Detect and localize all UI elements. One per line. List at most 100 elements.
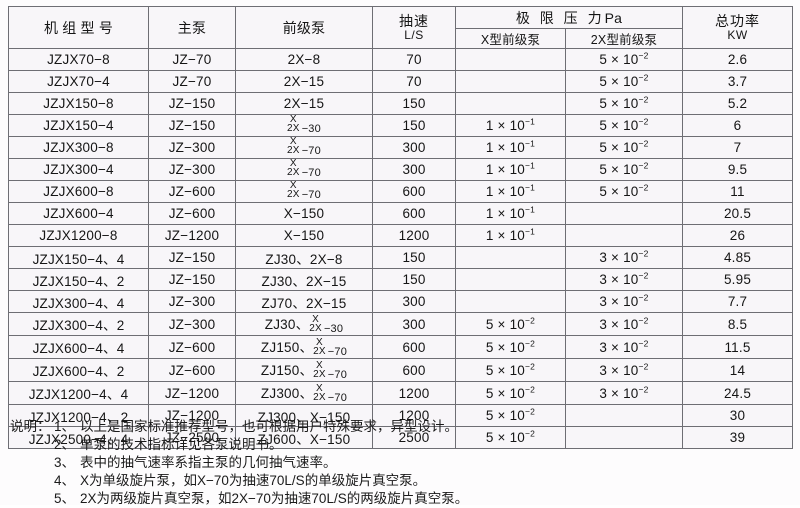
notes-section: 说明： 1、 以上是国家标准推荐型号，也可根据用户特殊要求，异型设计。 2、 单泵的技术…: [10, 418, 790, 508]
specification-table: 机 组 型 号 主泵 前级泵 抽速 L/S 极 限 压 力Pa 总功率 KW: [8, 6, 794, 449]
table-row: JZJX2500−4、4 JZ−2500 ZJ600、X−150 2500 5 × 10…: [8, 426, 794, 449]
table-row: JZJX300−8 JZ−300 X 2X −70 300 1 × 10−1 5 × 10−2…: [8, 136, 794, 159]
cell-pressure-2x-type: 3 × 10−2: [564, 358, 684, 382]
table-row: JZJX1200−4、4 JZ−1200 ZJ300、 X 2X −70 1200 5 × 1…: [8, 381, 794, 405]
header-pumping-speed: 抽速 L/S: [372, 6, 456, 49]
cell-total-power: 5.2: [682, 92, 794, 115]
header-total-power-unit: KW: [727, 27, 748, 42]
cell-pressure-2x-type: 3 × 10−2: [564, 335, 684, 359]
header-row-primary: 机 组 型 号 主泵 前级泵 抽速 L/S 极 限 压 力Pa 总功率 KW: [8, 6, 794, 49]
cell-pressure-x-type: 5 × 10−2: [455, 426, 566, 449]
cell-pressure-x-type: [455, 70, 566, 93]
cell-backing-pump: ZJ600、X−150: [235, 426, 373, 449]
cell-main-pump: JZ−300: [148, 136, 236, 159]
cell-main-pump: JZ−600: [148, 358, 236, 382]
notes-lead-label: 说明：: [10, 419, 51, 434]
cell-pressure-x-type: 5 × 10−2: [455, 358, 566, 382]
cell-pressure-2x-type: 3 × 10−2: [564, 312, 684, 336]
cell-pressure-2x-type: 5 × 10−2: [564, 136, 684, 159]
backing-pump-fraction: X 2X: [313, 383, 326, 404]
note-number: 3、: [54, 455, 76, 470]
cell-pressure-x-type: [455, 290, 566, 313]
cell-pressure-x-type: 5 × 10−2: [455, 335, 566, 359]
cell-pumping-speed: 300: [372, 312, 456, 336]
table-row: JZJX70−8 JZ−70 2X−8 70 5 × 10−2 2.6: [8, 48, 794, 71]
cell-backing-pump: ZJ300、 X 2X −70: [235, 381, 373, 405]
table-row: JZJX70−4 JZ−70 2X−15 70 5 × 10−2 3.7: [8, 70, 794, 93]
cell-backing-pump: ZJ30、2X−15: [235, 268, 373, 291]
cell-total-power: 2.6: [682, 48, 794, 71]
cell-pumping-speed: 70: [372, 48, 456, 71]
cell-backing-pump: ZJ150、 X 2X −70: [235, 358, 373, 382]
header-ultimate-pressure-unit: Pa: [604, 9, 623, 26]
cell-pressure-x-type: 1 × 10−1: [455, 158, 566, 181]
cell-model: JZJX150−8: [8, 92, 149, 115]
cell-pumping-speed: 1200: [372, 224, 456, 247]
note-item: 5、 2X为两级旋片真空泵，如2X−70为抽速70L/S的两级旋片真空泵。: [10, 490, 790, 508]
table-row: JZJX150−4、2 JZ−150 ZJ30、2X−15 150 3 × 10−2 5.…: [8, 268, 794, 291]
cell-total-power: 4.85: [682, 246, 794, 269]
cell-backing-pump: X 2X −70: [235, 158, 373, 181]
cell-pumping-speed: 150: [372, 114, 456, 137]
cell-pressure-x-type: [455, 48, 566, 71]
note-number: 4、: [54, 473, 76, 488]
cell-model: JZJX150−4、2: [8, 268, 149, 291]
cell-main-pump: JZ−1200: [148, 381, 236, 405]
cell-model: JZJX1200−4、4: [8, 381, 149, 405]
cell-pressure-2x-type: [564, 404, 684, 427]
cell-model: JZJX70−4: [8, 70, 149, 93]
backing-pump-fraction: X 2X: [313, 360, 326, 381]
cell-pumping-speed: 300: [372, 136, 456, 159]
cell-backing-pump: ZJ150、 X 2X −70: [235, 335, 373, 359]
cell-pressure-2x-type: 5 × 10−2: [564, 92, 684, 115]
table-row: JZJX600−4 JZ−600 X−150 600 1 × 10−1 20.5: [8, 202, 794, 225]
cell-backing-pump: 2X−15: [235, 92, 373, 115]
cell-total-power: 11.5: [682, 335, 794, 359]
cell-pressure-2x-type: [564, 426, 684, 449]
note-text: 表中的抽气速率系指主泵的几何抽气速率。: [80, 455, 337, 470]
cell-model: JZJX300−4、4: [8, 290, 149, 313]
cell-main-pump: JZ−2500: [148, 426, 236, 449]
cell-total-power: 9.5: [682, 158, 794, 181]
cell-pumping-speed: 600: [372, 358, 456, 382]
header-total-power-label: 总功率: [715, 12, 761, 29]
note-item: 说明： 1、 以上是国家标准推荐型号，也可根据用户特殊要求，异型设计。: [10, 418, 790, 436]
cell-model: JZJX600−4: [8, 202, 149, 225]
specification-table-container: 机 组 型 号 主泵 前级泵 抽速 L/S 极 限 压 力Pa 总功率 KW: [8, 6, 794, 449]
header-ultimate-pressure-group: 极 限 压 力Pa: [454, 6, 684, 29]
cell-main-pump: JZ−300: [148, 158, 236, 181]
cell-pumping-speed: 150: [372, 246, 456, 269]
cell-pumping-speed: 150: [372, 92, 456, 115]
cell-model: JZJX300−4: [8, 158, 149, 181]
backing-pump-fraction: X 2X: [287, 180, 300, 201]
header-main-pump: 主泵: [148, 6, 236, 49]
cell-pressure-2x-type: [564, 202, 684, 225]
backing-pump-fraction: X 2X: [313, 337, 326, 358]
cell-pressure-x-type: 5 × 10−2: [455, 312, 566, 336]
cell-backing-pump: ZJ300、X−150: [235, 404, 373, 427]
cell-pumping-speed: 600: [372, 180, 456, 203]
table-row: JZJX150−4 JZ−150 X 2X −30 150 1 × 10−1 5 × 10−2…: [8, 114, 794, 137]
note-text: 以上是国家标准推荐型号，也可根据用户特殊要求，异型设计。: [80, 419, 458, 434]
cell-total-power: 7.7: [682, 290, 794, 313]
note-text: X为单级旋片泵，如X−70为抽速70L/S的单级旋片真空泵。: [80, 473, 427, 488]
cell-pumping-speed: 300: [372, 158, 456, 181]
cell-backing-pump: ZJ70、2X−15: [235, 290, 373, 313]
backing-pump-fraction: X 2X: [287, 136, 300, 157]
cell-model: JZJX2500−4、4: [8, 426, 149, 449]
header-ultimate-pressure-label: 极 限 压 力: [515, 9, 605, 26]
note-item: 3、 表中的抽气速率系指主泵的几何抽气速率。: [10, 454, 790, 472]
cell-total-power: 26: [682, 224, 794, 247]
cell-pressure-x-type: [455, 268, 566, 291]
note-text: 2X为两级旋片真空泵，如2X−70为抽速70L/S的两级旋片真空泵。: [80, 491, 469, 506]
backing-pump-fraction: X 2X: [287, 114, 300, 135]
cell-pumping-speed: 600: [372, 335, 456, 359]
cell-backing-pump: X 2X −70: [235, 136, 373, 159]
cell-pumping-speed: 1200: [372, 381, 456, 405]
cell-backing-pump: X−150: [235, 202, 373, 225]
cell-main-pump: JZ−70: [148, 48, 236, 71]
table-row: JZJX150−8 JZ−150 2X−15 150 5 × 10−2 5.2: [8, 92, 794, 115]
header-backing-pump: 前级泵: [235, 6, 373, 49]
cell-model: JZJX600−8: [8, 180, 149, 203]
